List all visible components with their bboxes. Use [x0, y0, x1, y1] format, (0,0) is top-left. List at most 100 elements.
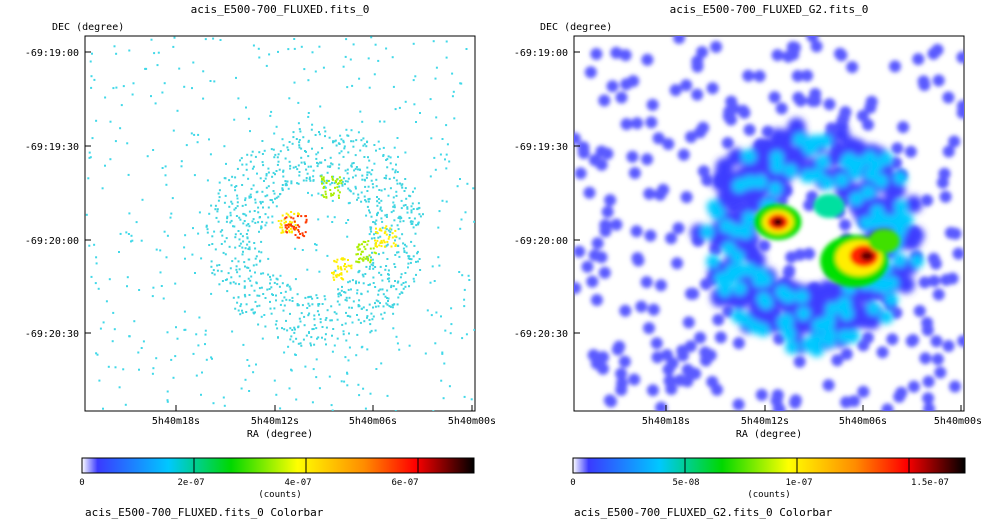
count-pixel — [265, 186, 268, 189]
count-pixel — [435, 116, 438, 119]
count-pixel — [347, 151, 350, 154]
count-pixel — [152, 149, 155, 151]
smoothed-source — [849, 191, 864, 206]
count-pixel — [392, 242, 395, 245]
count-pixel — [419, 215, 422, 218]
count-pixel — [363, 320, 366, 323]
count-pixel — [351, 162, 354, 165]
count-pixel — [311, 123, 314, 126]
count-pixel — [232, 225, 234, 228]
count-pixel — [368, 318, 371, 321]
count-pixel — [370, 173, 373, 176]
smoothed-source — [732, 179, 747, 194]
smoothed-source — [586, 275, 599, 288]
count-pixel — [365, 176, 368, 179]
count-pixel — [337, 189, 340, 192]
count-pixel — [272, 148, 275, 151]
count-pixel — [385, 216, 388, 218]
count-pixel — [215, 216, 218, 219]
count-pixel — [415, 224, 418, 227]
count-pixel — [472, 187, 475, 190]
count-pixel — [376, 196, 378, 198]
count-pixel — [218, 181, 221, 184]
smoothed-source — [932, 288, 945, 301]
count-pixel — [356, 168, 359, 171]
smoothed-source — [706, 82, 719, 95]
count-pixel — [260, 286, 263, 289]
count-pixel — [395, 190, 398, 193]
smoothed-source — [796, 306, 811, 321]
count-pixel — [269, 282, 271, 285]
count-pixel — [146, 155, 149, 158]
count-pixel — [400, 184, 403, 187]
count-pixel — [397, 228, 400, 231]
count-pixel — [352, 145, 355, 148]
bright-region — [772, 218, 784, 226]
count-pixel — [131, 239, 134, 242]
count-pixel — [346, 172, 349, 175]
count-pixel — [364, 241, 367, 243]
count-pixel — [412, 79, 415, 82]
count-pixel — [350, 288, 352, 291]
count-pixel — [433, 156, 436, 159]
count-pixel — [450, 323, 453, 326]
count-pixel — [345, 296, 348, 299]
count-pixel — [344, 291, 347, 294]
count-pixel — [359, 110, 362, 113]
count-pixel — [393, 206, 396, 209]
count-pixel — [213, 80, 216, 83]
count-pixel — [324, 190, 327, 193]
count-pixel — [342, 333, 345, 336]
count-pixel — [337, 142, 340, 145]
count-pixel — [217, 220, 220, 223]
count-pixel — [435, 66, 438, 69]
smoothed-source — [800, 169, 815, 184]
count-pixel — [329, 183, 332, 186]
count-pixel — [335, 312, 338, 315]
count-pixel — [269, 199, 272, 201]
count-pixel — [298, 139, 301, 141]
count-pixel — [236, 167, 239, 170]
count-pixel — [284, 229, 287, 232]
count-pixel — [126, 276, 129, 279]
count-pixel — [212, 402, 215, 405]
smoothed-source — [641, 153, 654, 166]
count-pixel — [413, 187, 416, 190]
smoothed-source — [714, 331, 727, 344]
count-pixel — [289, 223, 292, 226]
smoothed-source — [643, 322, 655, 335]
count-pixel — [417, 202, 420, 205]
count-pixel — [389, 227, 392, 230]
count-pixel — [307, 155, 310, 158]
count-pixel — [378, 147, 381, 150]
count-pixel — [362, 387, 365, 390]
count-pixel — [252, 311, 255, 314]
count-pixel — [380, 189, 383, 192]
count-pixel — [397, 217, 400, 219]
count-pixel — [357, 248, 360, 251]
count-pixel — [278, 285, 281, 288]
count-pixel — [305, 334, 308, 337]
count-pixel — [319, 318, 322, 321]
count-pixel — [387, 269, 390, 272]
count-pixel — [438, 210, 441, 213]
smoothed-source — [809, 94, 822, 107]
count-pixel — [211, 272, 214, 275]
count-pixel — [331, 334, 333, 337]
count-pixel — [138, 368, 140, 371]
count-pixel — [297, 229, 300, 231]
count-pixel — [349, 315, 352, 318]
smoothed-source — [677, 148, 690, 161]
count-pixel — [282, 309, 285, 312]
smoothed-source — [577, 147, 590, 159]
count-pixel — [389, 162, 392, 165]
count-pixel — [385, 177, 387, 180]
count-pixel — [234, 189, 237, 192]
count-pixel — [350, 129, 353, 132]
count-pixel — [377, 289, 380, 292]
count-pixel — [377, 59, 380, 62]
count-pixel — [398, 293, 401, 296]
count-pixel — [294, 278, 297, 281]
count-pixel — [254, 155, 257, 158]
colorbar-unit: (counts) — [258, 490, 301, 500]
